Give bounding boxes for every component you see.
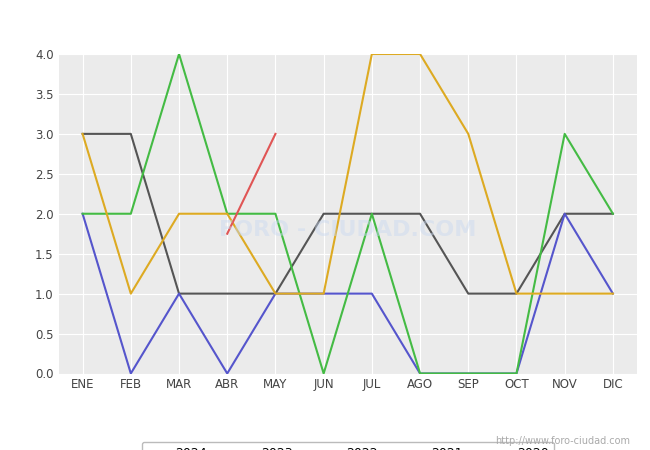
Text: http://www.foro-ciudad.com: http://www.foro-ciudad.com: [495, 436, 630, 446]
Legend: 2024, 2023, 2022, 2021, 2020: 2024, 2023, 2022, 2021, 2020: [142, 442, 554, 450]
Text: FORO - CIUDAD.COM: FORO - CIUDAD.COM: [219, 220, 476, 240]
Text: Matriculaciones de Vehiculos en Igüeña: Matriculaciones de Vehiculos en Igüeña: [196, 25, 499, 40]
